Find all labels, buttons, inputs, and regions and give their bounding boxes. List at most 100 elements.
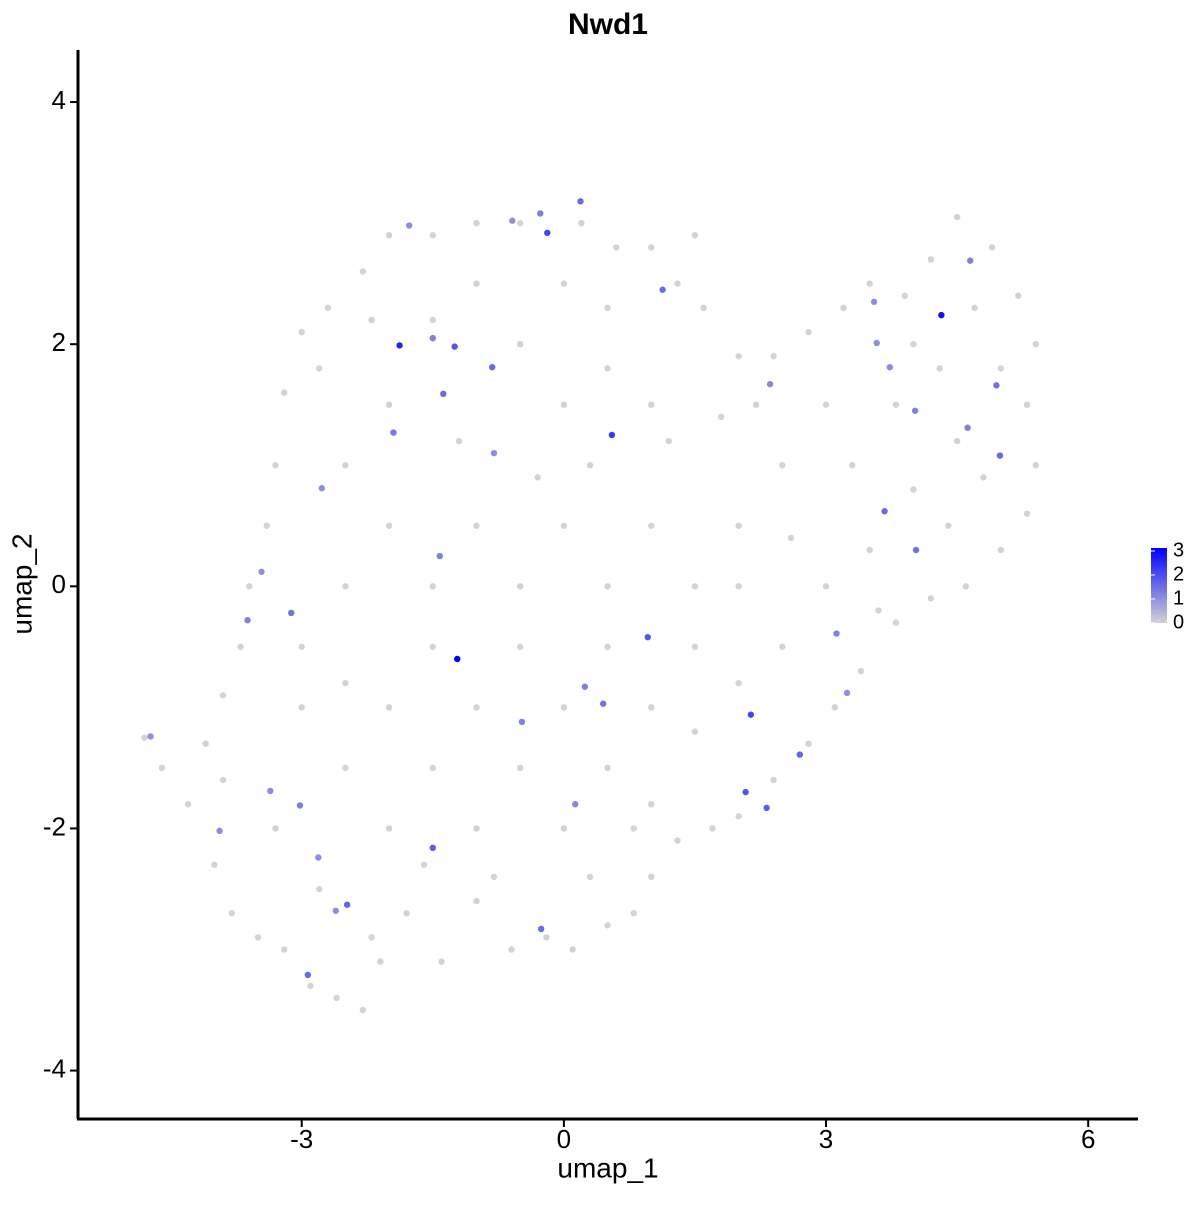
point (342, 679, 349, 687)
point (901, 292, 908, 299)
point (604, 764, 611, 772)
point (537, 210, 544, 217)
y-tick-label: -4 (43, 1053, 66, 1083)
point (508, 946, 515, 953)
point (608, 431, 616, 439)
point (332, 907, 339, 914)
x-tick-label: 0 (557, 1124, 571, 1154)
point (581, 683, 589, 690)
point (586, 462, 594, 469)
point (962, 583, 970, 590)
point (509, 217, 516, 224)
point (996, 452, 1004, 459)
point (455, 437, 463, 445)
point (843, 689, 851, 697)
point (997, 365, 1005, 372)
point (516, 643, 524, 651)
point (805, 328, 812, 336)
point (953, 437, 961, 445)
y-tick-label: 2 (52, 327, 66, 357)
point (244, 617, 251, 624)
point (537, 925, 545, 933)
point (438, 958, 445, 965)
point (473, 897, 480, 905)
point (560, 825, 568, 832)
point (490, 449, 498, 457)
point (396, 342, 403, 349)
point (518, 718, 526, 726)
point (604, 583, 611, 590)
point (967, 257, 974, 264)
point (385, 401, 393, 408)
point (281, 946, 288, 953)
x-tick-label: 3 (819, 1124, 833, 1154)
point (516, 219, 524, 227)
point (747, 711, 755, 718)
point (359, 268, 367, 275)
point (849, 462, 856, 469)
point (971, 304, 978, 312)
point (429, 844, 436, 852)
point (429, 643, 436, 651)
point (604, 922, 611, 929)
point (560, 280, 568, 287)
point (315, 854, 322, 861)
point (429, 334, 436, 342)
point (911, 407, 919, 414)
colorbar (1151, 548, 1167, 623)
point (211, 861, 218, 868)
point (910, 340, 917, 348)
point (385, 825, 393, 832)
point (342, 583, 349, 590)
point (735, 813, 742, 820)
point (454, 655, 461, 663)
y-tick-label: -2 (43, 811, 66, 841)
point (436, 552, 443, 560)
point (560, 704, 568, 711)
point (473, 280, 480, 287)
point (377, 958, 384, 965)
point (429, 232, 436, 239)
point (873, 339, 880, 347)
point (763, 804, 770, 812)
point (604, 304, 611, 312)
point (779, 643, 786, 651)
point (586, 873, 594, 881)
point (473, 219, 480, 227)
point (451, 343, 458, 350)
point (246, 583, 253, 590)
point (599, 700, 607, 707)
colorbar-label: 2 (1173, 563, 1184, 585)
point (473, 522, 480, 529)
point (927, 256, 935, 263)
point (473, 825, 480, 832)
point (202, 740, 209, 747)
point (219, 692, 227, 699)
point (516, 583, 524, 590)
point (272, 825, 279, 832)
point (833, 630, 840, 637)
point (1032, 340, 1039, 348)
point (648, 873, 655, 881)
point (659, 286, 666, 293)
point (572, 801, 579, 808)
point (577, 198, 584, 205)
point (254, 934, 262, 941)
point (822, 583, 830, 590)
point (648, 401, 655, 408)
point (281, 389, 288, 396)
y-axis-label: umap_2 (6, 533, 37, 634)
point (691, 583, 699, 590)
point (440, 390, 447, 398)
point (875, 607, 882, 614)
point (385, 522, 393, 529)
point (779, 462, 786, 469)
point (648, 704, 655, 711)
point (910, 486, 917, 493)
point (787, 534, 795, 542)
point (735, 522, 742, 529)
point (857, 667, 865, 675)
point (674, 280, 681, 287)
point (717, 413, 725, 421)
